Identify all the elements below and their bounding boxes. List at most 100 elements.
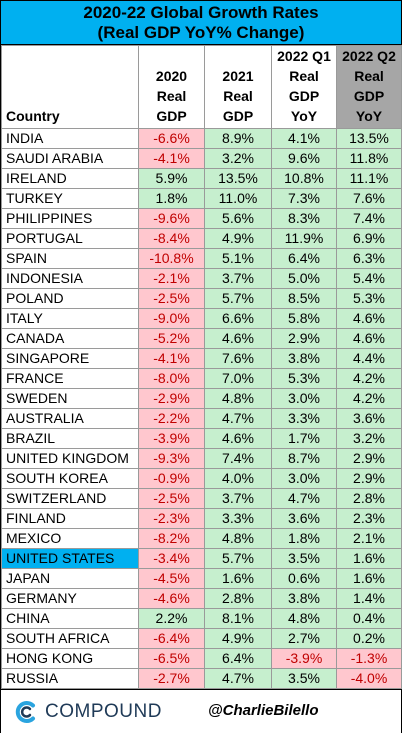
table-row: UNITED KINGDOM -9.3% 7.4% 8.7% 2.9% — [1, 448, 402, 469]
table-row: SAUDI ARABIA -4.1% 3.2% 9.6% 11.8% — [1, 148, 402, 169]
value-cell: 8.5% — [271, 288, 337, 309]
table-row: IRELAND 5.9% 13.5% 10.8% 11.1% — [1, 168, 402, 189]
value-cell: 1.6% — [336, 548, 402, 569]
value-cell: 3.6% — [336, 408, 402, 429]
value-cell: 8.9% — [204, 128, 272, 149]
country-cell: SOUTH KOREA — [1, 468, 139, 489]
value-cell: 0.2% — [336, 628, 402, 649]
value-cell: -6.6% — [138, 128, 205, 149]
country-cell: GERMANY — [1, 588, 139, 609]
value-cell: 5.7% — [204, 548, 272, 569]
header-line: GDP — [222, 108, 254, 124]
value-cell: 2.9% — [336, 448, 402, 469]
value-cell: 5.3% — [336, 288, 402, 309]
table-row: GERMANY -4.6% 2.8% 3.8% 1.4% — [1, 588, 402, 609]
country-cell: POLAND — [1, 288, 139, 309]
value-cell: 2.1% — [336, 528, 402, 549]
value-cell: 4.6% — [204, 428, 272, 449]
value-cell: 4.7% — [204, 668, 272, 689]
table-row: RUSSIA -2.7% 4.7% 3.5% -4.0% — [1, 668, 402, 689]
footer: COMPOUND @CharlieBilello — [1, 689, 401, 733]
value-cell: 13.5% — [204, 168, 272, 189]
country-cell: BRAZIL — [1, 428, 139, 449]
country-cell: INDONESIA — [1, 268, 139, 289]
value-cell: 2.9% — [271, 328, 337, 349]
value-cell: -2.5% — [138, 288, 205, 309]
value-cell: -2.2% — [138, 408, 205, 429]
value-cell: -6.4% — [138, 628, 205, 649]
table-row: SPAIN -10.8% 5.1% 6.4% 6.3% — [1, 248, 402, 269]
value-cell: -4.0% — [336, 668, 402, 689]
value-cell: 4.4% — [336, 348, 402, 369]
value-cell: 4.2% — [336, 388, 402, 409]
value-cell: 3.5% — [271, 668, 337, 689]
value-cell: 4.6% — [336, 308, 402, 329]
value-cell: 1.7% — [271, 428, 337, 449]
country-cell: UNITED STATES — [1, 548, 139, 569]
value-cell: -4.1% — [138, 148, 205, 169]
value-cell: 3.3% — [204, 508, 272, 529]
value-cell: 4.9% — [204, 628, 272, 649]
value-cell: 7.4% — [204, 448, 272, 469]
table-row: INDIA -6.6% 8.9% 4.1% 13.5% — [1, 128, 402, 149]
value-cell: 6.4% — [271, 248, 337, 269]
compound-logo-icon — [15, 701, 35, 723]
title-line-1: 2020-22 Global Growth Rates — [83, 3, 319, 22]
country-cell: PORTUGAL — [1, 228, 139, 249]
value-cell: -3.4% — [138, 548, 205, 569]
value-cell: 6.9% — [336, 228, 402, 249]
header-line: GDP — [156, 108, 187, 124]
value-cell: 4.0% — [204, 468, 272, 489]
country-cell: SOUTH AFRICA — [1, 628, 139, 649]
table-row: POLAND -2.5% 5.7% 8.5% 5.3% — [1, 288, 402, 309]
value-cell: 3.2% — [204, 148, 272, 169]
country-cell: SAUDI ARABIA — [1, 148, 139, 169]
value-cell: -0.9% — [138, 468, 205, 489]
table-row: CANADA -5.2% 4.6% 2.9% 4.6% — [1, 328, 402, 349]
table-row: SINGAPORE -4.1% 7.6% 3.8% 4.4% — [1, 348, 402, 369]
value-cell: 1.6% — [336, 568, 402, 589]
value-cell: 10.8% — [271, 168, 337, 189]
header-2020: 2020 Real GDP — [138, 45, 205, 129]
header-2022-q1: 2022 Q1 Real GDP YoY — [271, 45, 337, 129]
value-cell: 4.6% — [336, 328, 402, 349]
header-line: 2022 Q2 — [342, 48, 396, 64]
value-cell: 3.3% — [271, 408, 337, 429]
table-row: INDONESIA -2.1% 3.7% 5.0% 5.4% — [1, 268, 402, 289]
value-cell: 2.8% — [336, 488, 402, 509]
value-cell: 7.0% — [204, 368, 272, 389]
value-cell: -4.5% — [138, 568, 205, 589]
value-cell: 5.0% — [271, 268, 337, 289]
header-line: Real — [354, 68, 384, 84]
value-cell: 5.7% — [204, 288, 272, 309]
value-cell: 5.8% — [271, 308, 337, 329]
value-cell: 4.7% — [204, 408, 272, 429]
value-cell: 1.4% — [336, 588, 402, 609]
value-cell: 6.3% — [336, 248, 402, 269]
value-cell: -9.6% — [138, 208, 205, 229]
table-row: CHINA 2.2% 8.1% 4.8% 0.4% — [1, 608, 402, 629]
header-line: YoY — [290, 108, 318, 124]
country-cell: SINGAPORE — [1, 348, 139, 369]
country-cell: IRELAND — [1, 168, 139, 189]
value-cell: -8.0% — [138, 368, 205, 389]
value-cell: 9.6% — [271, 148, 337, 169]
value-cell: 11.1% — [336, 168, 402, 189]
header-2022-q2: 2022 Q2 Real GDP YoY — [336, 45, 402, 129]
header-line: Real — [289, 68, 319, 84]
country-cell: SWEDEN — [1, 388, 139, 409]
value-cell: 3.5% — [271, 548, 337, 569]
table-row: AUSTRALIA -2.2% 4.7% 3.3% 3.6% — [1, 408, 402, 429]
country-cell: FINLAND — [1, 508, 139, 529]
header-line: 2022 Q1 — [277, 48, 331, 64]
value-cell: 3.8% — [271, 348, 337, 369]
country-cell: UNITED KINGDOM — [1, 448, 139, 469]
table-row: SWEDEN -2.9% 4.8% 3.0% 4.2% — [1, 388, 402, 409]
value-cell: 13.5% — [336, 128, 402, 149]
value-cell: 8.3% — [271, 208, 337, 229]
value-cell: 6.4% — [204, 648, 272, 669]
country-cell: AUSTRALIA — [1, 408, 139, 429]
country-cell: HONG KONG — [1, 648, 139, 669]
country-cell: RUSSIA — [1, 668, 139, 689]
header-row: Country 2020 Real GDP 2021 Real GDP 2022 Q1 R… — [1, 45, 402, 129]
